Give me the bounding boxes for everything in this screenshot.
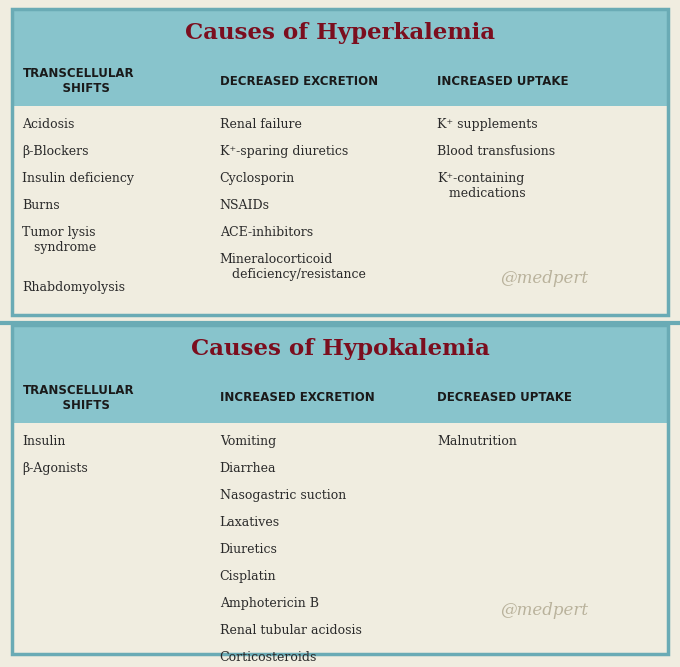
Text: Insulin deficiency: Insulin deficiency: [22, 172, 135, 185]
FancyBboxPatch shape: [12, 106, 668, 315]
Text: @medpert: @medpert: [500, 270, 588, 287]
Text: Tumor lysis
   syndrome: Tumor lysis syndrome: [22, 226, 97, 254]
Text: Cyclosporin: Cyclosporin: [220, 172, 295, 185]
Text: Blood transfusions: Blood transfusions: [437, 145, 556, 158]
Text: Amphotericin B: Amphotericin B: [220, 597, 319, 610]
Text: Diarrhea: Diarrhea: [220, 462, 276, 475]
Text: β-Agonists: β-Agonists: [22, 462, 88, 475]
Text: Diuretics: Diuretics: [220, 543, 277, 556]
FancyBboxPatch shape: [12, 423, 668, 654]
FancyBboxPatch shape: [12, 57, 668, 106]
Text: Acidosis: Acidosis: [22, 118, 75, 131]
Text: Mineralocorticoid
   deficiency/resistance: Mineralocorticoid deficiency/resistance: [220, 253, 366, 281]
Text: K⁺-sparing diuretics: K⁺-sparing diuretics: [220, 145, 348, 158]
Text: Renal failure: Renal failure: [220, 118, 301, 131]
Text: TRANSCELLULAR
    SHIFTS: TRANSCELLULAR SHIFTS: [22, 384, 134, 412]
Text: Malnutrition: Malnutrition: [437, 435, 517, 448]
Text: Causes of Hypokalemia: Causes of Hypokalemia: [190, 338, 490, 360]
Text: INCREASED EXCRETION: INCREASED EXCRETION: [220, 392, 375, 404]
Text: Vomiting: Vomiting: [220, 435, 276, 448]
Text: K⁺-containing
   medications: K⁺-containing medications: [437, 172, 526, 200]
Text: TRANSCELLULAR
    SHIFTS: TRANSCELLULAR SHIFTS: [22, 67, 134, 95]
FancyBboxPatch shape: [12, 9, 668, 57]
Text: β-Blockers: β-Blockers: [22, 145, 89, 158]
Text: K⁺ supplements: K⁺ supplements: [437, 118, 538, 131]
Text: Corticosteroids: Corticosteroids: [220, 651, 317, 664]
Text: Insulin: Insulin: [22, 435, 66, 448]
Text: Rhabdomyolysis: Rhabdomyolysis: [22, 281, 125, 293]
Text: Laxatives: Laxatives: [220, 516, 279, 529]
Text: Burns: Burns: [22, 199, 60, 212]
Text: Renal tubular acidosis: Renal tubular acidosis: [220, 624, 362, 637]
FancyBboxPatch shape: [12, 325, 668, 373]
Text: INCREASED UPTAKE: INCREASED UPTAKE: [437, 75, 568, 88]
Text: Nasogastric suction: Nasogastric suction: [220, 489, 346, 502]
Text: Cisplatin: Cisplatin: [220, 570, 276, 583]
Text: Causes of Hyperkalemia: Causes of Hyperkalemia: [185, 21, 495, 43]
Text: ACE-inhibitors: ACE-inhibitors: [220, 226, 313, 239]
FancyBboxPatch shape: [12, 373, 668, 423]
Text: NSAIDs: NSAIDs: [220, 199, 270, 212]
Text: @medpert: @medpert: [500, 602, 588, 619]
Text: DECREASED UPTAKE: DECREASED UPTAKE: [437, 392, 572, 404]
Text: DECREASED EXCRETION: DECREASED EXCRETION: [220, 75, 378, 88]
